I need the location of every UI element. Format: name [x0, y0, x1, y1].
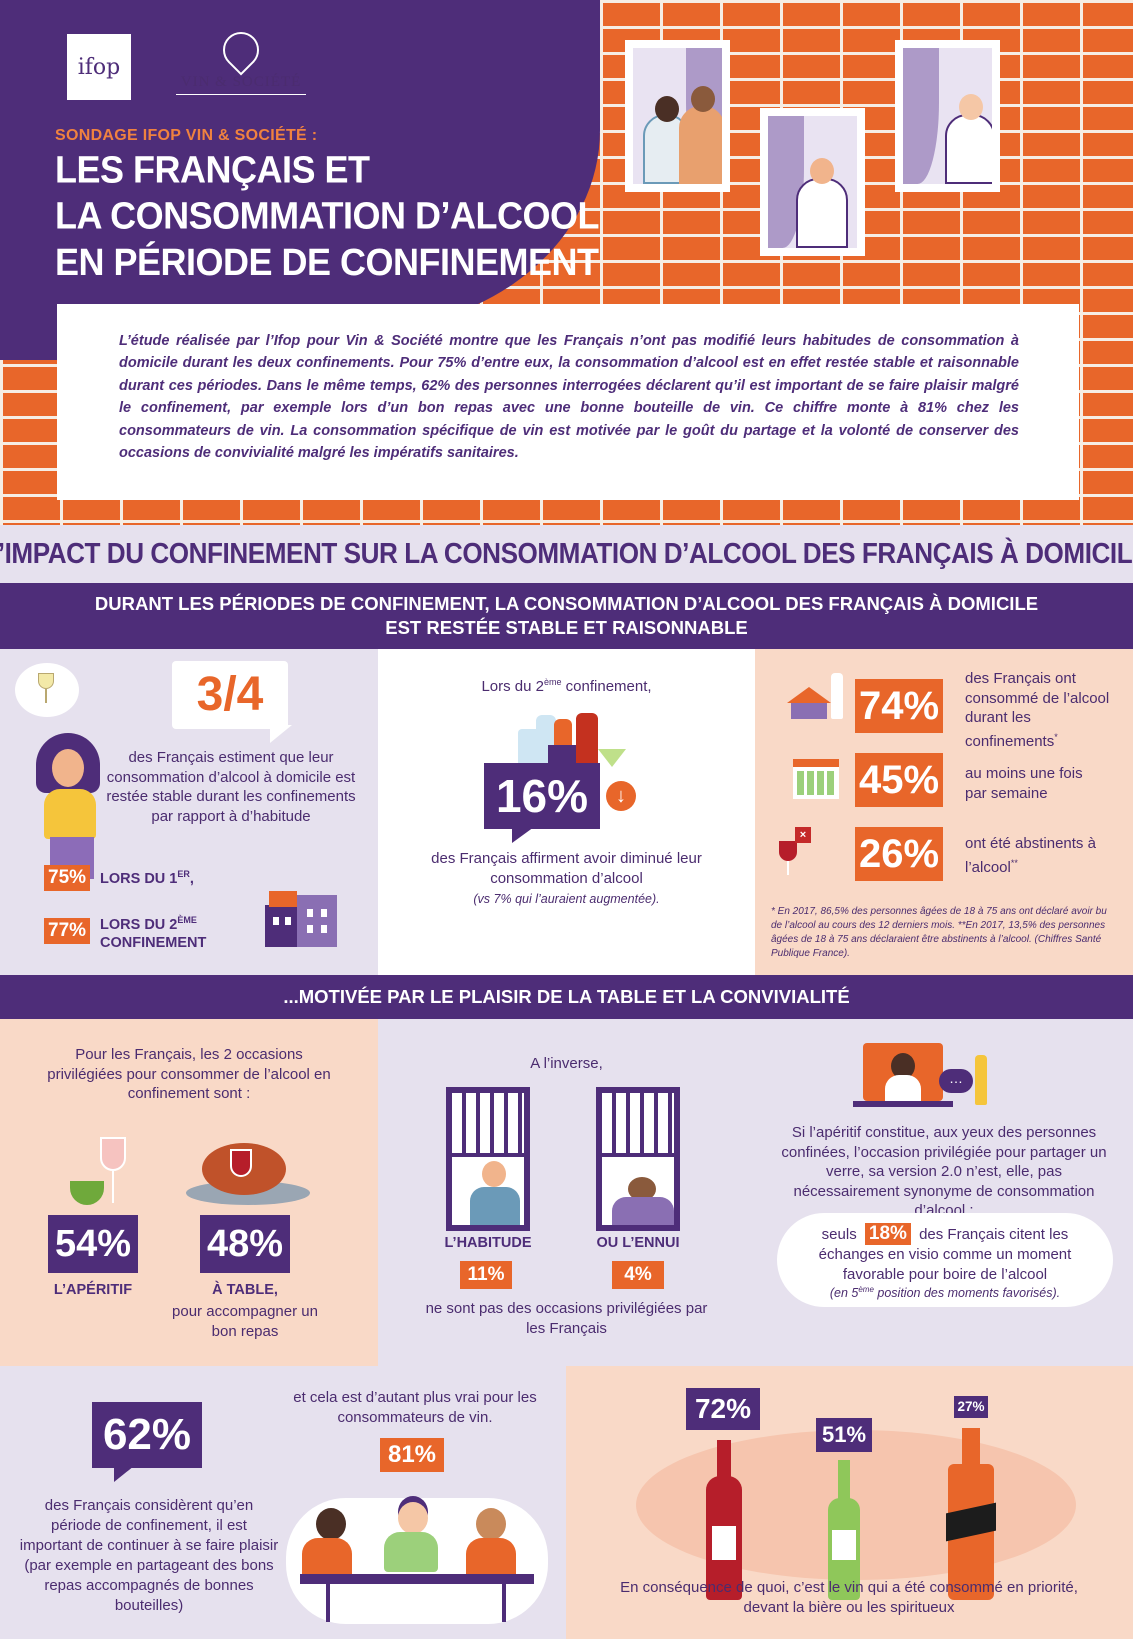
pleasure-text: des Français considèrent qu’en période d… — [19, 1497, 279, 1614]
section1-subtitle-band: DURANT LES PÉRIODES DE CONFINEMENT, LA C… — [0, 583, 1133, 649]
habit-label: L’HABITUDE — [444, 1235, 532, 1251]
header-brick-wall: ifop VIN & SOCIÉTÉ SONDAGE IFOP VIN & SO… — [0, 0, 1133, 525]
visio-stat: seuls 18% des Français citent les échang… — [818, 1223, 1072, 1283]
survey-label: SONDAGE IFOP VIN & SOCIÉTÉ : — [55, 127, 318, 144]
decrease-text: des Français affirment avoir diminué leu… — [431, 850, 702, 887]
panel-pleasure: 62% des Français considèrent qu’en pério… — [0, 1366, 566, 1639]
spirits-pct: 27% — [954, 1396, 988, 1418]
table-label: À TABLE, — [212, 1282, 278, 1298]
panel-habit-boredom: A l’inverse, L’HABITUDE OU L’ENNUI 11% 4… — [378, 1019, 755, 1366]
boredom-pct: 4% — [612, 1261, 664, 1289]
panel-stable-consumption: 3/4 des Français estiment que leur conso… — [0, 649, 378, 975]
abstinent-text: ont été abstinents à l’alcool** — [965, 835, 1096, 876]
window-boredom — [596, 1087, 680, 1231]
drinks-ranking-text: En conséquence de quoi, c’est le vin qui… — [620, 1579, 1078, 1616]
habit-boredom-text: ne sont pas des occasions privilégiées p… — [425, 1300, 708, 1337]
page-title: LES FRANÇAIS ET LA CONSOMMATION D’ALCOOL… — [55, 147, 599, 284]
three-quarters-callout: 3/4 — [172, 661, 288, 729]
section-title-band: L’IMPACT DU CONFINEMENT SUR LA CONSOMMAT… — [0, 525, 1133, 583]
first-confinement-row: 75% LORS DU 1ER, — [44, 865, 194, 891]
window-couple — [625, 40, 730, 192]
vine-leaf-icon — [215, 24, 267, 76]
decrease-pct-box: 16% — [484, 763, 600, 829]
thought-bubble — [15, 663, 79, 717]
ifop-logo: ifop — [67, 34, 131, 100]
window-habit — [446, 1087, 530, 1231]
abstinent-pct: 26% — [855, 827, 943, 881]
weekly-pct: 45% — [855, 753, 943, 807]
laptop-visio-icon: … — [853, 1041, 987, 1113]
table-sub: pour accompagner un bon repas — [172, 1303, 318, 1340]
visio-pct: 18% — [864, 1223, 911, 1245]
wine-bottle-icon — [706, 1440, 742, 1600]
intro-box: L’étude réalisée par l’Ifop pour Vin & S… — [57, 304, 1079, 500]
calendar-icon — [793, 759, 839, 799]
dinner-table-illustration — [286, 1478, 548, 1628]
section-title: L’IMPACT DU CONFINEMENT SUR LA CONSOMMAT… — [0, 537, 1133, 570]
beer-bottle-icon — [828, 1460, 860, 1600]
panel-drinks-ranking: 72% 51% 27% En conséquence de quoi, c’es… — [566, 1366, 1133, 1639]
second-confinement-row: 77% LORS DU 2ÈME CONFINEMENT — [44, 911, 206, 952]
consumed-text: des Français ont consommé de l’alcool du… — [965, 670, 1110, 750]
inverse-intro: A l’inverse, — [530, 1055, 603, 1072]
visio-text: Si l’apéritif constitue, aux yeux des pe… — [781, 1124, 1107, 1219]
spirits-bottle-icon — [946, 1428, 996, 1600]
building-icon — [265, 885, 337, 947]
aperitif-label: L’APÉRITIF — [53, 1282, 133, 1298]
decrease-note: (vs 7% qui l’auraient augmentée). — [473, 892, 660, 906]
section2-title-band: ...MOTIVÉE PAR LE PLAISIR DE LA TABLE ET… — [0, 975, 1133, 1019]
occasions-intro: Pour les Français, les 2 occasions privi… — [47, 1046, 331, 1102]
footnote: * En 2017, 86,5% des personnes âgées de … — [771, 906, 1107, 959]
habit-pct: 11% — [460, 1261, 512, 1289]
visio-callout — [777, 1213, 1113, 1307]
intro-text: L’étude réalisée par l’Ifop pour Vin & S… — [119, 333, 1019, 462]
panel-decrease: Lors du 2ème confinement, 16% ↓ des Fran… — [378, 649, 755, 975]
table-pct: 48% — [200, 1215, 290, 1273]
beer-pct: 51% — [816, 1418, 872, 1452]
boredom-label: OU L’ENNUI — [596, 1235, 680, 1251]
wine-glass-icon — [38, 673, 54, 689]
panel-consumption-stats: 74% des Français ont consommé de l’alcoo… — [755, 649, 1133, 975]
aperitif-pct: 54% — [48, 1215, 138, 1273]
weekly-text: au moins une fois par semaine — [965, 765, 1083, 802]
house-bottle-icon — [787, 673, 847, 719]
panel-visio: … Si l’apéritif constitue, aux yeux des … — [755, 1019, 1133, 1366]
first-confinement-pct: 75% — [44, 865, 91, 891]
wine-glass-no-icon: × — [775, 827, 825, 877]
second-confinement-pct: 77% — [44, 918, 91, 945]
panel-occasions: Pour les Français, les 2 occasions privi… — [0, 1019, 378, 1366]
consumed-pct: 74% — [855, 679, 943, 733]
window-man-waving — [760, 108, 865, 256]
visio-note: (en 5ème position des moments favorisés)… — [829, 1285, 1061, 1301]
roast-chicken-illustration — [186, 1129, 314, 1215]
vin-societe-logo: VIN & SOCIÉTÉ — [176, 24, 306, 95]
three-quarters-text: des Français estiment que leur consommat… — [106, 749, 356, 825]
wine-consumers-pct: 81% — [380, 1438, 444, 1472]
arrow-down-icon: ↓ — [606, 781, 636, 811]
wine-consumers-text: et cela est d’autant plus vrai pour les … — [293, 1389, 537, 1426]
aperitif-illustration — [70, 1137, 140, 1213]
window-woman — [895, 40, 1000, 192]
second-confinement-intro: Lors du 2ème confinement, — [481, 677, 652, 695]
wine-pct: 72% — [686, 1388, 760, 1430]
pleasure-pct: 62% — [92, 1402, 202, 1468]
